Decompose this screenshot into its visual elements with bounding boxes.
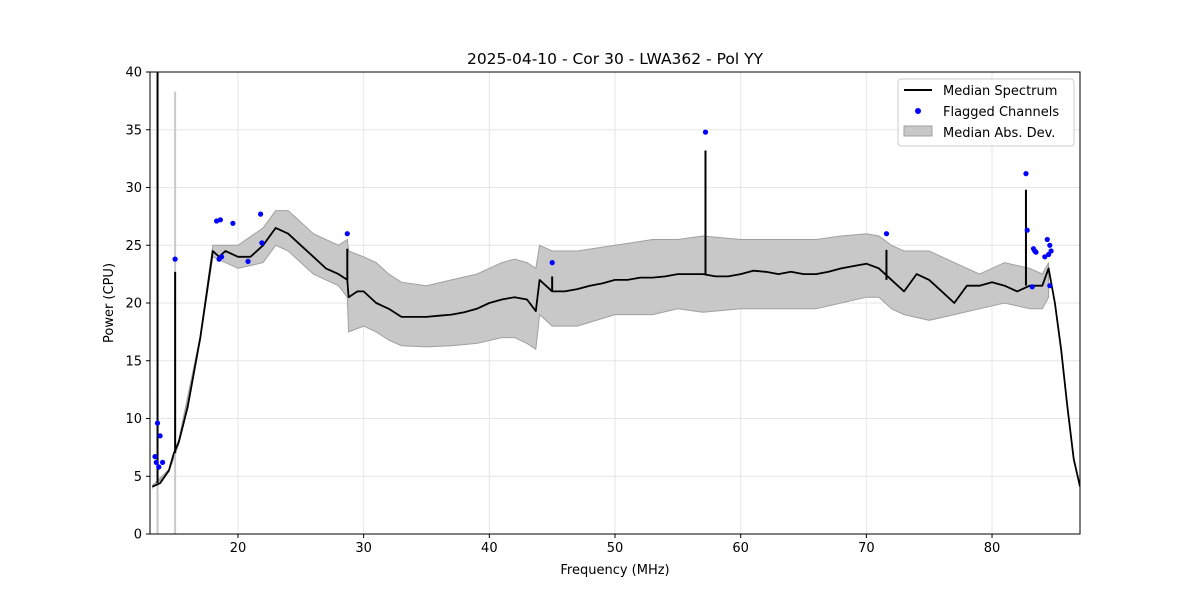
plot-area xyxy=(152,72,1080,534)
chart-title: 2025-04-10 - Cor 30 - LWA362 - Pol YY xyxy=(467,50,764,68)
flagged-channel-point xyxy=(1023,171,1029,177)
x-tick-label: 80 xyxy=(984,541,1001,556)
legend-mad-label: Median Abs. Dev. xyxy=(943,126,1055,141)
legend-mad-swatch xyxy=(903,125,933,137)
flagged-channel-point xyxy=(1047,242,1053,248)
flagged-channel-point xyxy=(1029,284,1035,290)
legend-median-label: Median Spectrum xyxy=(943,84,1057,99)
flagged-channel-point xyxy=(1024,227,1030,233)
flagged-channel-point xyxy=(217,217,223,223)
flagged-channel-point xyxy=(1044,236,1050,243)
flagged-channel-point xyxy=(1033,249,1039,255)
flagged-channels-layer xyxy=(152,129,1054,470)
flagged-channel-point xyxy=(153,459,159,465)
flagged-channel-point xyxy=(258,211,264,217)
x-axis-label: Frequency (MHz) xyxy=(560,563,669,578)
legend-frame xyxy=(897,78,1075,147)
flagged-channel-point xyxy=(157,433,163,439)
x-tick-label: 30 xyxy=(355,541,372,556)
flagged-channel-point xyxy=(160,459,166,465)
y-tick-label: 10 xyxy=(125,412,142,427)
flagged-channel-point xyxy=(1042,254,1048,260)
flagged-channel-point xyxy=(172,256,178,262)
flagged-channel-point xyxy=(1048,248,1054,254)
y-tick-label: 35 xyxy=(125,123,142,138)
y-tick-label: 25 xyxy=(125,239,142,254)
y-tick-label: 20 xyxy=(125,297,142,312)
x-tick-label: 50 xyxy=(607,541,624,556)
legend: Median Spectrum Flagged Channels Median … xyxy=(897,78,1075,147)
flagged-channel-point xyxy=(259,240,265,246)
flagged-channel-point xyxy=(245,258,251,264)
flagged-channel-point xyxy=(230,220,236,226)
y-tick-label: 15 xyxy=(125,354,142,369)
mad-band xyxy=(152,210,1050,489)
flagged-channel-point xyxy=(1047,283,1053,289)
y-tick-label: 40 xyxy=(125,66,142,81)
flagged-channel-point xyxy=(344,231,350,237)
flagged-channel-point xyxy=(883,231,890,237)
flagged-channel-point xyxy=(702,129,709,135)
flagged-channel-point xyxy=(152,454,158,460)
x-tick-label: 40 xyxy=(481,541,498,556)
y-tick-label: 30 xyxy=(125,181,142,196)
x-tick-label: 20 xyxy=(230,541,247,556)
y-axis-label: Power (CPU) xyxy=(102,263,117,343)
flagged-channel-point xyxy=(219,254,225,260)
x-tick-label: 60 xyxy=(732,541,749,556)
y-tick-label: 5 xyxy=(134,470,142,485)
flagged-channel-point xyxy=(154,420,161,426)
flagged-channel-point xyxy=(549,260,555,266)
legend-flagged-swatch xyxy=(915,108,921,114)
median-spectrum-line xyxy=(152,227,1080,488)
axes-ticks: 20 30 40 50 60 70 80 0 5 10 15 20 25 30 35 40 xyxy=(125,66,1000,557)
y-tick-label: 0 xyxy=(134,528,142,543)
flagged-channel-point xyxy=(156,464,162,470)
legend-flagged-label: Flagged Channels xyxy=(943,105,1059,120)
x-tick-label: 70 xyxy=(858,541,875,556)
